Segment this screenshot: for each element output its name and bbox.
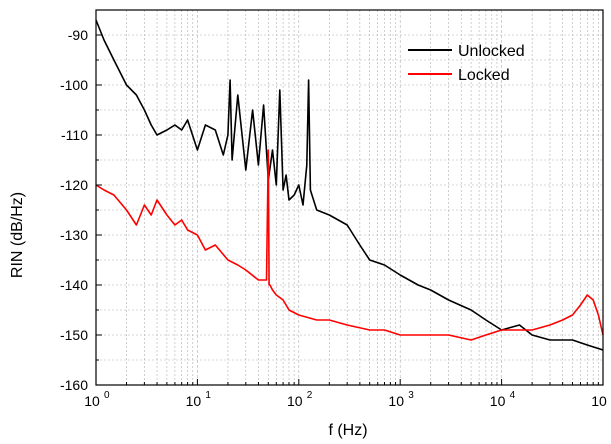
x-tick-exponent: 1 [205, 390, 211, 401]
x-tick-label: 10 [84, 393, 100, 409]
plot-frame [95, 9, 604, 386]
series-line-unlocked [95, 19, 604, 351]
x-tick-exponent: 4 [510, 390, 516, 401]
legend: Unlocked Locked [408, 43, 525, 84]
y-tick-label: -110 [61, 127, 88, 143]
y-tick-label: -100 [60, 77, 88, 93]
y-tick-label: -150 [60, 327, 88, 343]
grid [95, 9, 603, 386]
series-layer [95, 19, 604, 351]
x-tick-exponent: 3 [408, 390, 414, 401]
y-tick-label: -90 [68, 27, 88, 43]
legend-label-unlocked: Unlocked [458, 43, 525, 60]
x-tick-label: 10 [591, 393, 607, 409]
x-tick-label: 10 [287, 393, 303, 409]
x-tick-label: 10 [388, 393, 404, 409]
x-axis-label: f (Hz) [328, 422, 367, 439]
series-line-locked [95, 149, 604, 341]
x-tick-label: 10 [490, 393, 506, 409]
legend-label-locked: Locked [458, 67, 510, 84]
y-tick-label: -140 [60, 277, 88, 293]
x-tick-label: 10 [186, 393, 202, 409]
y-tick-label: -130 [60, 227, 88, 243]
y-tick-label: -160 [60, 377, 88, 393]
x-tick-exponent: 2 [307, 390, 313, 401]
x-tick-exponent: 0 [104, 390, 110, 401]
y-axis-label: RIN (dB/Hz) [9, 192, 26, 278]
y-tick-label: -120 [60, 177, 88, 193]
